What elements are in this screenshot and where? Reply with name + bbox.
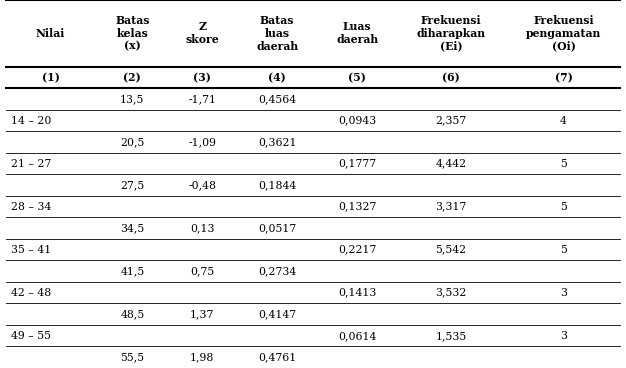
Text: 0,1844: 0,1844 bbox=[258, 180, 296, 190]
Text: (4): (4) bbox=[269, 72, 286, 83]
Text: 13,5: 13,5 bbox=[120, 94, 145, 104]
Text: 0,0943: 0,0943 bbox=[338, 116, 376, 125]
Text: (7): (7) bbox=[555, 72, 572, 83]
Text: 5: 5 bbox=[560, 159, 567, 169]
Text: 14 – 20: 14 – 20 bbox=[11, 116, 51, 125]
Text: Batas
luas
daerah: Batas luas daerah bbox=[256, 15, 298, 52]
Text: 3,317: 3,317 bbox=[435, 202, 467, 212]
Text: Z
skore: Z skore bbox=[185, 21, 219, 45]
Text: 0,1777: 0,1777 bbox=[338, 159, 376, 169]
Text: 2,357: 2,357 bbox=[436, 116, 466, 125]
Text: 21 – 27: 21 – 27 bbox=[11, 159, 51, 169]
Text: 1,37: 1,37 bbox=[190, 309, 215, 319]
Text: 42 – 48: 42 – 48 bbox=[11, 288, 51, 298]
Text: 3,532: 3,532 bbox=[435, 288, 467, 298]
Text: 48,5: 48,5 bbox=[120, 309, 145, 319]
Text: 0,0517: 0,0517 bbox=[258, 223, 296, 233]
Text: 0,4147: 0,4147 bbox=[258, 309, 296, 319]
Text: 0,4761: 0,4761 bbox=[258, 352, 296, 362]
Text: -0,48: -0,48 bbox=[188, 180, 216, 190]
Text: 27,5: 27,5 bbox=[120, 180, 145, 190]
Text: 5,542: 5,542 bbox=[436, 245, 466, 255]
Text: 3: 3 bbox=[560, 331, 567, 341]
Text: Batas
kelas
(x): Batas kelas (x) bbox=[115, 15, 150, 52]
Text: 0,2734: 0,2734 bbox=[258, 266, 296, 276]
Text: 0,3621: 0,3621 bbox=[258, 137, 297, 147]
Text: (3): (3) bbox=[193, 72, 211, 83]
Text: 49 – 55: 49 – 55 bbox=[11, 331, 51, 341]
Text: Frekuensi
pengamatan
(Oi): Frekuensi pengamatan (Oi) bbox=[526, 15, 601, 52]
Text: (1): (1) bbox=[42, 72, 59, 83]
Text: Luas
daerah: Luas daerah bbox=[336, 21, 378, 45]
Text: 0,4564: 0,4564 bbox=[258, 94, 296, 104]
Text: 55,5: 55,5 bbox=[120, 352, 145, 362]
Text: Nilai: Nilai bbox=[36, 28, 65, 39]
Text: 4,442: 4,442 bbox=[436, 159, 466, 169]
Text: 0,13: 0,13 bbox=[190, 223, 215, 233]
Text: -1,09: -1,09 bbox=[188, 137, 216, 147]
Text: 5: 5 bbox=[560, 245, 567, 255]
Text: 0,1413: 0,1413 bbox=[338, 288, 376, 298]
Text: 0,1327: 0,1327 bbox=[338, 202, 376, 212]
Text: (2): (2) bbox=[123, 72, 141, 83]
Text: (5): (5) bbox=[349, 72, 366, 83]
Text: 41,5: 41,5 bbox=[120, 266, 145, 276]
Text: 20,5: 20,5 bbox=[120, 137, 145, 147]
Text: Frekuensi
diharapkan
(Ei): Frekuensi diharapkan (Ei) bbox=[416, 15, 486, 52]
Text: 28 – 34: 28 – 34 bbox=[11, 202, 51, 212]
Text: 5: 5 bbox=[560, 202, 567, 212]
Text: (6): (6) bbox=[442, 72, 460, 83]
Text: -1,71: -1,71 bbox=[188, 94, 216, 104]
Text: 3: 3 bbox=[560, 288, 567, 298]
Text: 34,5: 34,5 bbox=[120, 223, 145, 233]
Text: 1,98: 1,98 bbox=[190, 352, 215, 362]
Text: 0,75: 0,75 bbox=[190, 266, 214, 276]
Text: 0,2217: 0,2217 bbox=[338, 245, 376, 255]
Text: 1,535: 1,535 bbox=[436, 331, 466, 341]
Text: 4: 4 bbox=[560, 116, 567, 125]
Text: 35 – 41: 35 – 41 bbox=[11, 245, 51, 255]
Text: 0,0614: 0,0614 bbox=[338, 331, 376, 341]
